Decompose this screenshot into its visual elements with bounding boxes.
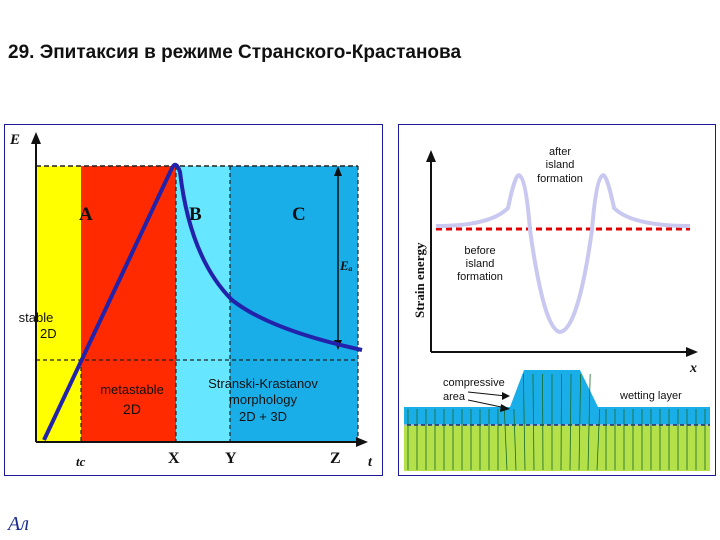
- compressive-label-line2: area: [443, 391, 466, 403]
- lattice-line: [522, 373, 526, 471]
- lattice-line: [542, 373, 544, 471]
- before-label-line3: formation: [457, 271, 503, 283]
- wetting-layer: [404, 370, 710, 425]
- metastable-label-line2: 2D: [123, 401, 141, 417]
- region-a-yellow: [35, 166, 81, 442]
- stable-label-line1: stable: [19, 310, 54, 325]
- compressive-arrow-1: [467, 391, 507, 397]
- lattice-line: [596, 408, 601, 471]
- sk-label-line1: Stranski-Krastanov: [208, 376, 318, 391]
- strain-curve: [435, 173, 691, 335]
- metastable-label-line1: metastable: [100, 382, 164, 397]
- sk-label-line3: 2D + 3D: [239, 409, 287, 424]
- tick-x: X: [168, 450, 180, 467]
- left-y-axis-arrow: [31, 132, 41, 144]
- before-label-line1: before: [464, 245, 495, 257]
- ea-arrow-head-top: [334, 166, 342, 176]
- region-c-label: C: [292, 204, 306, 225]
- lattice-line: [513, 408, 517, 471]
- right-diagram-frame: [398, 124, 716, 476]
- lattice-line: [560, 373, 562, 471]
- right-y-axis-arrow: [426, 150, 436, 162]
- compressive-label-line1: compressive: [443, 377, 505, 389]
- before-label-line2: island: [466, 258, 495, 270]
- lattice-lines: [407, 373, 706, 471]
- after-label-line2: island: [546, 159, 575, 171]
- substrate: [404, 425, 710, 471]
- energy-curve: [42, 162, 363, 441]
- wetting-layer-label: wetting layer: [619, 390, 682, 402]
- sk-label-line2: morphology: [229, 392, 297, 407]
- region-b-label: B: [189, 204, 202, 225]
- right-x-axis-arrow: [686, 347, 698, 357]
- region-a-red: [81, 166, 176, 442]
- compressive-arrow-1-head: [502, 392, 510, 400]
- after-label-line3: formation: [537, 173, 583, 185]
- region-a-label: A: [79, 204, 93, 225]
- stable-label-line2: 2D: [40, 326, 57, 341]
- axis-t-label: t: [368, 455, 373, 470]
- lattice-line: [569, 373, 572, 471]
- lattice-line: [503, 408, 508, 471]
- compressive-arrow-2: [467, 399, 507, 409]
- tick-tc: tc: [76, 454, 86, 469]
- ea-label: Eₐ: [339, 258, 353, 273]
- strain-energy-label: Strain energy: [412, 242, 427, 318]
- compressive-arrow-2-head: [500, 404, 510, 412]
- axis-e-label: E: [9, 132, 20, 148]
- slide-title: 29. Эпитаксия в режиме Странского-Краста…: [8, 42, 462, 63]
- lattice-line: [587, 373, 591, 471]
- after-label-line1: after: [549, 146, 571, 158]
- lattice-line: [578, 373, 582, 471]
- left-diagram-frame: [4, 124, 383, 476]
- logo: Ал: [6, 513, 29, 535]
- tick-z: Z: [330, 450, 341, 467]
- tick-y: Y: [225, 450, 237, 467]
- region-c-blue: [230, 166, 358, 442]
- left-x-axis-arrow: [356, 437, 368, 447]
- lattice-line: [532, 373, 535, 471]
- x-axis-label: x: [689, 361, 697, 376]
